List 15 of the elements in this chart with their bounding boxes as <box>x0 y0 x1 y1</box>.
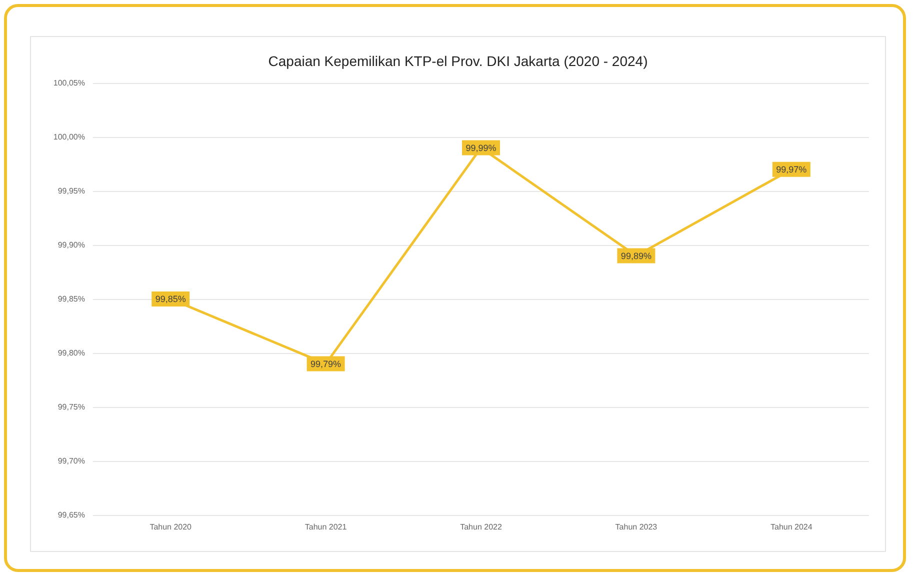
x-tick-label: Tahun 2021 <box>304 522 348 532</box>
y-tick-label: 99,90% <box>58 240 85 250</box>
x-tick-label: Tahun 2023 <box>615 522 658 532</box>
y-tick-label: 100,05% <box>53 78 85 88</box>
y-tick-label: 99,80% <box>58 348 85 358</box>
y-tick-label: 99,85% <box>58 294 85 304</box>
x-tick-label: Tahun 2024 <box>770 522 813 532</box>
y-tick-label: 99,65% <box>58 510 85 520</box>
y-tick-label: 99,70% <box>58 456 85 466</box>
x-tick-label: Tahun 2022 <box>460 522 502 532</box>
y-tick-label: 100,00% <box>53 132 85 142</box>
y-tick-label: 99,95% <box>58 186 85 196</box>
chart-title: Capaian Kepemilikan KTP-el Prov. DKI Jakarta (2020 - 2024) <box>268 53 648 69</box>
y-tick-label: 99,75% <box>58 402 85 412</box>
x-tick-label: Tahun 2020 <box>150 522 192 532</box>
